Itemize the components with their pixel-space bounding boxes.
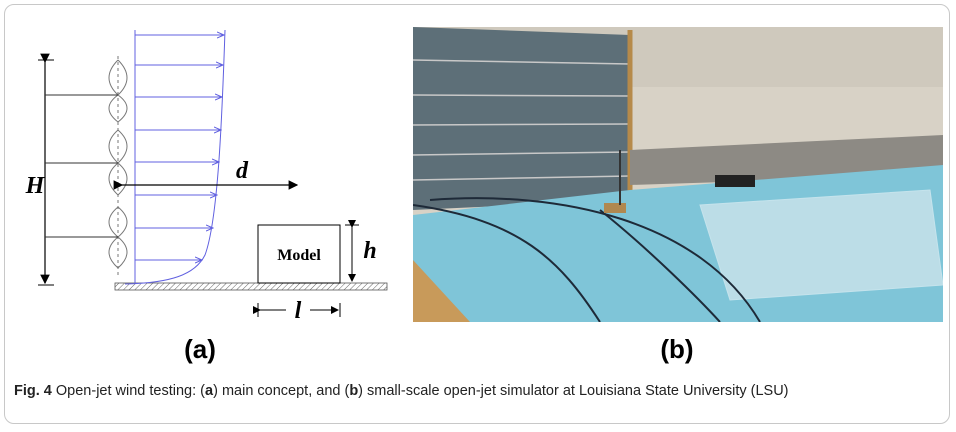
ground	[115, 283, 387, 290]
caption-text: ) main concept, and (	[213, 383, 349, 399]
caption-bold: a	[205, 383, 213, 399]
page: Model H d h l	[0, 0, 956, 432]
panel-a-tag: (a)	[184, 334, 216, 364]
figure: Model H d h l	[0, 0, 956, 380]
velocity-profile	[125, 30, 225, 284]
caption-bold: b	[349, 383, 358, 399]
model-length-label: l	[295, 298, 302, 324]
model-height-label: h	[363, 238, 376, 264]
height-label: H	[25, 173, 46, 199]
caption: Fig. 4 Open-jet wind testing: (a) main c…	[14, 380, 934, 402]
panel-b-tag: (b)	[660, 334, 693, 364]
caption-text: ) small-scale open-jet simulator at Loui…	[358, 383, 788, 399]
fans	[109, 56, 127, 275]
model-label: Model	[277, 247, 321, 264]
concept-diagram: Model H d h l	[25, 30, 387, 324]
caption-text: Open-jet wind testing: (	[52, 383, 205, 399]
figure-number: Fig. 4	[14, 383, 52, 399]
distance-label: d	[236, 158, 249, 184]
photo	[413, 27, 943, 322]
